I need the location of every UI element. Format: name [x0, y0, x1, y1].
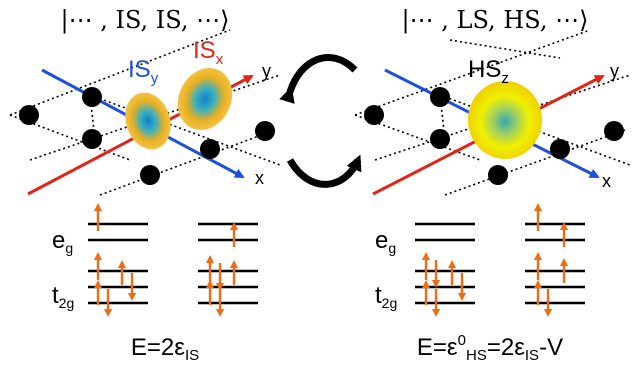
left-atoms: [19, 87, 275, 185]
atom: [140, 165, 160, 185]
orbital-hs-z: [468, 81, 542, 159]
atom: [430, 129, 450, 149]
right-energy-label: E=ε0HS=2εIS-V: [417, 332, 563, 364]
atom: [604, 121, 624, 141]
orbital-is-y: [125, 92, 171, 150]
atom: [19, 105, 39, 125]
label-hs-z: HSz: [468, 56, 509, 87]
transition-arrow-bottom: [286, 154, 362, 188]
left-levels: [88, 222, 258, 305]
atom: [255, 121, 275, 141]
left-energy-label: E=2εIS: [131, 334, 199, 364]
left-axis-y-label: y: [262, 61, 271, 81]
right-axis-x-label: x: [602, 171, 611, 191]
left-t2g-label: t2g: [52, 282, 74, 311]
atom: [488, 165, 508, 185]
right-atoms: [364, 87, 624, 185]
transition-arrow-top: [279, 53, 358, 104]
right-eg-label: eg: [375, 227, 396, 256]
label-is-y: ISy: [128, 56, 159, 87]
label-is-x: ISx: [193, 37, 224, 68]
left-eg-label: eg: [52, 227, 73, 256]
right-axis-y-label: y: [610, 61, 619, 81]
left-ket-label: |⋯ , IS, IS, ⋯⟩: [61, 6, 230, 35]
right-levels: [415, 222, 585, 305]
left-axis-x-label: x: [255, 168, 264, 188]
left-spins: [94, 203, 238, 317]
right-spins: [422, 203, 568, 317]
atom: [364, 105, 384, 125]
atom: [430, 87, 450, 107]
atom: [82, 87, 102, 107]
orbital-is-x: [177, 67, 233, 131]
atom: [200, 139, 220, 159]
right-t2g-label: t2g: [375, 282, 397, 311]
atom: [550, 139, 570, 159]
right-ket-label: |⋯ , LS, HS, ⋯⟩: [402, 6, 589, 35]
atom: [82, 129, 102, 149]
